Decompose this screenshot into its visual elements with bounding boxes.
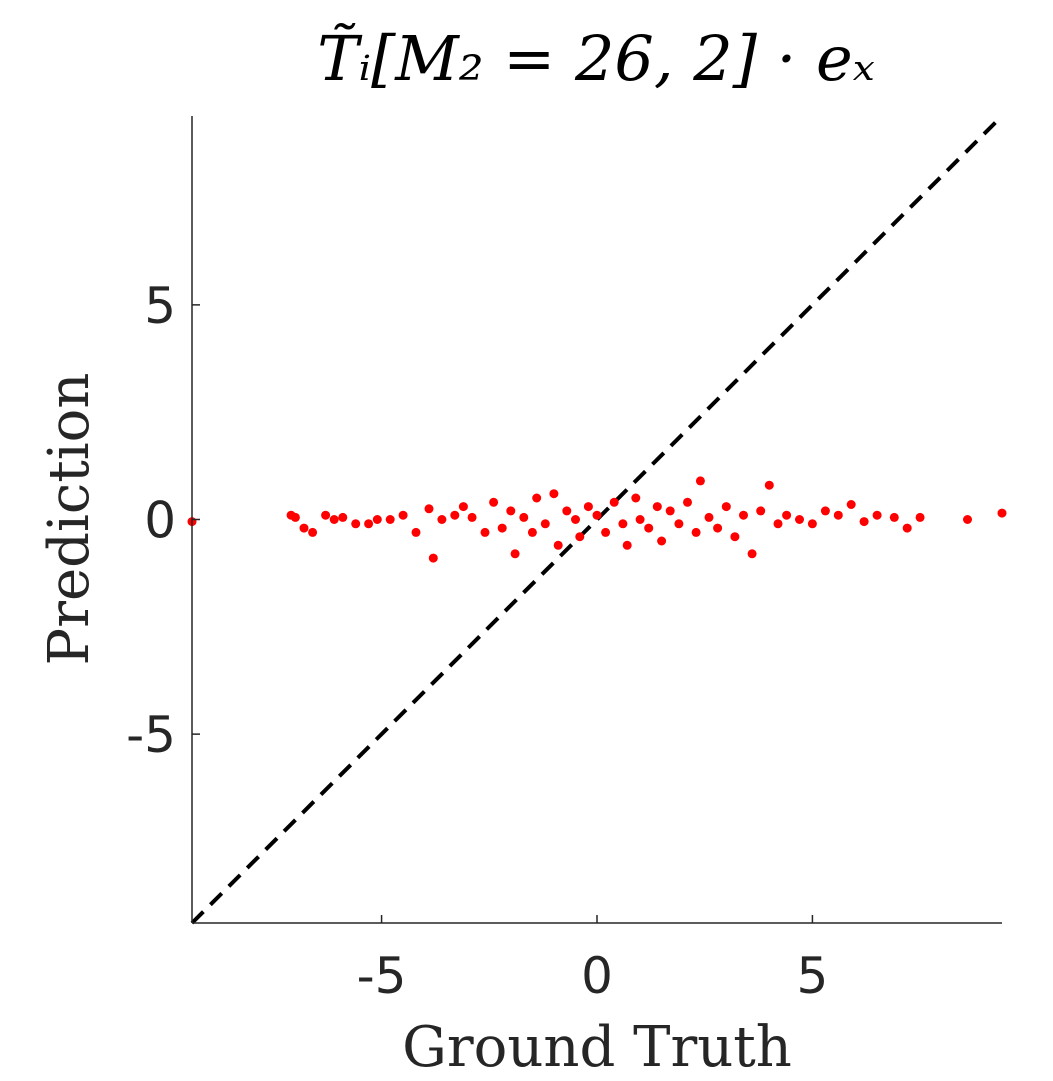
scatter-point bbox=[592, 510, 602, 520]
scatter-point bbox=[601, 527, 611, 537]
scatter-point bbox=[506, 506, 516, 516]
x-tick-label: 0 bbox=[581, 947, 613, 1005]
scatter-point bbox=[553, 540, 563, 550]
scatter-point bbox=[338, 512, 348, 522]
scatter-point bbox=[540, 519, 550, 529]
scatter-point bbox=[721, 502, 731, 512]
scatter-point bbox=[411, 527, 421, 537]
scatter-point bbox=[695, 476, 705, 486]
scatter-point bbox=[622, 540, 632, 550]
scatter-point bbox=[329, 515, 339, 524]
chart-title: T̃ᵢ[M₂ = 26, 2] · eₓ bbox=[317, 22, 875, 95]
scatter-point bbox=[739, 510, 748, 520]
scatter-point bbox=[730, 532, 740, 542]
scatter-point bbox=[691, 527, 701, 537]
scatter-point bbox=[364, 519, 374, 529]
scatter-point bbox=[437, 515, 447, 524]
x-tick-label: -5 bbox=[357, 947, 407, 1005]
scatter-point bbox=[489, 497, 499, 507]
scatter-point bbox=[583, 502, 593, 512]
scatter-point bbox=[385, 515, 395, 524]
scatter-point bbox=[510, 549, 520, 559]
scatter-point bbox=[635, 515, 645, 524]
scatter-point bbox=[428, 553, 438, 563]
ticks: -5 0 5 -5 0 5 bbox=[126, 277, 828, 1005]
y-tick-label: -5 bbox=[126, 706, 176, 764]
scatter-point bbox=[644, 523, 654, 533]
scatter-point bbox=[571, 515, 580, 524]
scatter-point bbox=[872, 510, 882, 520]
scatter-point bbox=[963, 515, 972, 524]
y-tick-label: 0 bbox=[144, 492, 176, 550]
scatter-point bbox=[519, 512, 529, 522]
plot-area bbox=[187, 114, 1007, 925]
y-axis-label: Prediction bbox=[37, 373, 102, 666]
scatter-point bbox=[902, 523, 912, 533]
scatter-point bbox=[674, 519, 684, 529]
x-tick-label: 5 bbox=[797, 947, 829, 1005]
scatter-point bbox=[795, 515, 804, 524]
scatter-point bbox=[372, 515, 382, 524]
scatter-point bbox=[618, 519, 628, 529]
scatter-point bbox=[820, 506, 830, 516]
scatter-point bbox=[833, 510, 843, 520]
scatter-point bbox=[424, 504, 434, 514]
scatter-point bbox=[889, 512, 899, 522]
scatter-point bbox=[480, 527, 490, 537]
scatter-point bbox=[458, 502, 468, 512]
scatter-point bbox=[497, 523, 507, 533]
scatter-point bbox=[782, 510, 792, 520]
scatter-point bbox=[398, 510, 408, 520]
scatter-point bbox=[527, 527, 537, 537]
scatter-point bbox=[450, 510, 460, 520]
scatter-point bbox=[609, 497, 619, 507]
scatter-point bbox=[321, 510, 331, 520]
scatter-point bbox=[665, 506, 675, 516]
scatter-point bbox=[764, 480, 774, 490]
scatter-point bbox=[575, 532, 585, 542]
scatter-point bbox=[704, 512, 714, 522]
scatter-point bbox=[683, 497, 692, 507]
scatter-point bbox=[915, 512, 925, 522]
scatter-point bbox=[467, 512, 477, 522]
y-tick-label: 5 bbox=[144, 277, 176, 335]
scatter-point bbox=[846, 500, 856, 509]
scatter-point bbox=[532, 493, 542, 503]
reference-line bbox=[190, 114, 1004, 925]
scatter-point bbox=[807, 519, 817, 529]
scatter-point bbox=[308, 527, 318, 537]
scatter-point bbox=[997, 508, 1007, 518]
scatter-point bbox=[290, 512, 300, 522]
scatter-point bbox=[859, 517, 869, 527]
scatter-point bbox=[562, 506, 572, 516]
x-axis-label: Ground Truth bbox=[402, 1015, 792, 1080]
scatter-point bbox=[773, 519, 783, 529]
scatter-point bbox=[631, 493, 641, 503]
scatter-point bbox=[713, 523, 723, 533]
scatter-point bbox=[299, 523, 309, 533]
scatter-point bbox=[652, 502, 662, 512]
scatter-point bbox=[756, 506, 766, 516]
scatter-point bbox=[549, 489, 559, 499]
scatter-point bbox=[747, 549, 757, 559]
scatter-point bbox=[657, 536, 667, 546]
scatter-point bbox=[351, 519, 361, 529]
